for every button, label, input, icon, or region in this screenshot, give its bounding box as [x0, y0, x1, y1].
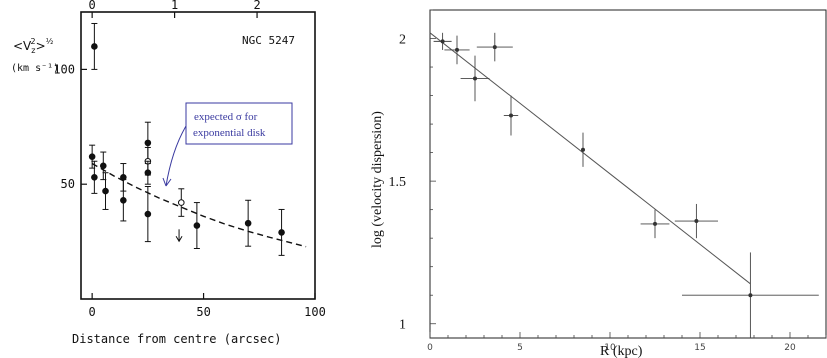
right-point-1	[455, 47, 459, 52]
left-xlabel: Distance from centre (arcsec)	[72, 332, 282, 346]
right-ytick-label-1: 1.5	[389, 175, 407, 190]
left-marks: 0 50 100 50 100 0 1 2	[53, 0, 326, 319]
left-upperlimit-head-0	[175, 236, 183, 243]
left-ylabel-sub: z	[31, 46, 35, 55]
svg-text:<Vz2>½: <Vz2>½	[13, 37, 54, 55]
left-point-14	[278, 229, 285, 236]
left-point-9	[144, 169, 152, 177]
right-xtick-label-2: 10	[604, 343, 616, 353]
left-point-0	[91, 43, 98, 50]
left-point-6	[120, 196, 127, 204]
left-top-tick-label-2: 2	[253, 0, 260, 12]
left-ylabel-close: >	[36, 39, 46, 53]
left-model-curve	[91, 162, 307, 248]
left-xtick-label-0: 0	[89, 305, 96, 319]
right-point-2	[473, 76, 477, 81]
right-xtick-label-1: 5	[517, 343, 523, 353]
left-point-10	[144, 210, 152, 218]
right-point-6	[653, 221, 657, 226]
right-xtick-label-3: 15	[694, 343, 705, 353]
right-plot-frame	[429, 9, 827, 339]
right-ylabel: log (velocity dispersion)	[370, 111, 385, 248]
left-annotation: expected σ for exponential disk	[162, 102, 293, 187]
left-xtick-label-1: 50	[196, 305, 210, 319]
right-point-4	[509, 113, 513, 118]
right-point-5	[581, 147, 585, 152]
right-point-8	[748, 293, 753, 298]
right-xtick-label-4: 20	[784, 343, 796, 353]
left-ylabel-main: <V	[13, 39, 32, 53]
right-xtick-label-0: 0	[427, 343, 433, 353]
right-point-0	[440, 39, 445, 44]
left-point-7	[144, 139, 152, 147]
annotation-arrowhead	[162, 177, 172, 187]
right-xlabel: R (kpc)	[600, 344, 643, 358]
left-chart-title: NGC 5247	[242, 34, 295, 47]
right-ytick-label-2: 2	[399, 33, 406, 48]
left-ylabel-exp: ½	[46, 37, 54, 46]
right-panel: 0 5 10 15 20 1 1.5 2 R (kpc) log (velocity disp…	[370, 9, 827, 358]
left-point-12	[193, 222, 201, 229]
left-plot-frame	[80, 11, 316, 300]
left-point-11	[177, 199, 185, 206]
right-point-3	[492, 45, 497, 50]
left-xtick-label-2: 100	[304, 305, 326, 319]
left-point-3	[99, 162, 107, 170]
annotation-line1: expected σ for	[194, 111, 258, 123]
left-point-4	[102, 187, 109, 195]
annotation-box	[185, 102, 293, 145]
left-ylabel: <Vz2>½ (km s⁻¹)	[11, 37, 59, 74]
left-ylabel-unit: (km s⁻¹)	[11, 63, 59, 74]
left-top-tick-label-0: 0	[89, 0, 96, 12]
left-top-tick-label-1: 1	[171, 0, 178, 12]
right-ytick-label-0: 1	[399, 318, 406, 333]
annotation-arrow	[165, 125, 187, 187]
annotation-line2: exponential disk	[193, 127, 266, 139]
right-marks: 0 5 10 15 20 1 1.5 2	[389, 9, 827, 353]
left-ylabel-sup: 2	[30, 37, 35, 46]
left-point-1	[88, 153, 96, 160]
right-fit-line	[429, 32, 751, 285]
left-point-2	[91, 174, 98, 181]
left-point-13	[244, 219, 252, 227]
right-point-7	[694, 219, 699, 224]
left-ytick-label-0: 50	[61, 177, 75, 191]
left-ytick-label-1: 100	[53, 62, 75, 76]
